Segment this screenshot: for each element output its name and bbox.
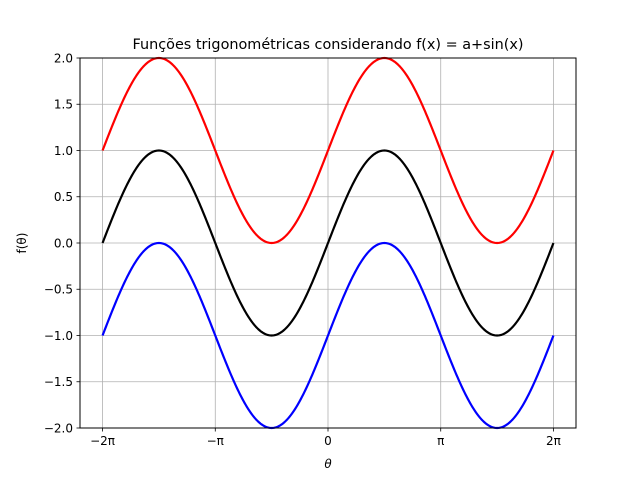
y-tick-label: 0.5 xyxy=(54,190,73,204)
y-axis-ticks: −2.0 −1.5 −1.0 −0.5 0.0 0.5 1.0 1.5 2.0 xyxy=(44,51,80,435)
chart-title: Funções trigonométricas considerando f(x… xyxy=(133,37,524,53)
series-line-0 xyxy=(101,56,555,245)
y-tick-label: −0.5 xyxy=(44,283,73,297)
x-tick-label: −π xyxy=(207,434,224,448)
series-line-1 xyxy=(101,149,555,337)
y-tick-label: 1.0 xyxy=(54,144,73,158)
x-tick-label: 0 xyxy=(324,434,332,448)
series-line-2 xyxy=(101,241,555,430)
y-tick-label: 2.0 xyxy=(54,51,73,65)
y-tick-label: 0.0 xyxy=(54,236,73,250)
x-tick-label: π xyxy=(437,434,444,448)
y-tick-label: 1.5 xyxy=(54,98,73,112)
y-tick-label: −2.0 xyxy=(44,421,73,435)
x-axis-ticks: −2π −π 0 π 2π xyxy=(90,428,561,448)
plot-series xyxy=(101,56,555,430)
y-tick-label: −1.5 xyxy=(44,375,73,389)
x-tick-label: 2π xyxy=(546,434,561,448)
x-tick-label: −2π xyxy=(90,434,115,448)
x-axis-label: θ xyxy=(324,457,332,471)
y-axis-label: f(θ) xyxy=(15,233,29,254)
y-tick-label: −1.0 xyxy=(44,329,73,343)
